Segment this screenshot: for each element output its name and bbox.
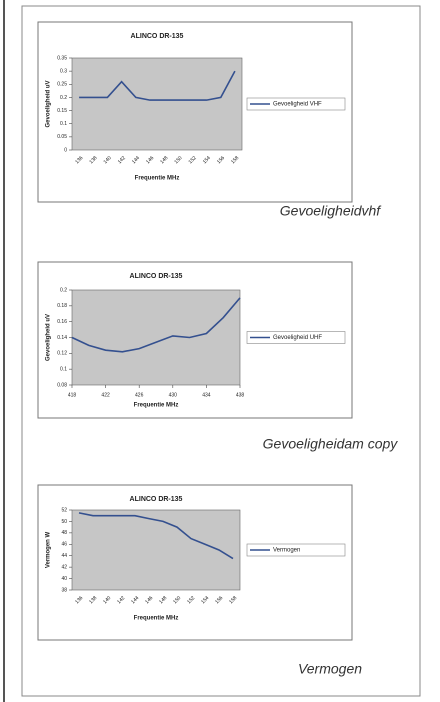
y-tick-label: 50 — [61, 519, 67, 525]
x-tick-label: 438 — [236, 392, 245, 398]
x-tick-label: 140 — [102, 595, 112, 605]
caption: Gevoeligheidvhf — [280, 203, 383, 219]
x-axis-label: Frequentie MHz — [134, 616, 179, 622]
x-tick-label: 142 — [117, 155, 127, 165]
x-tick-label: 150 — [172, 595, 182, 605]
y-tick-label: 0.35 — [57, 55, 67, 61]
y-tick-label: 0.25 — [57, 82, 67, 88]
y-tick-label: 0.16 — [57, 319, 67, 325]
x-tick-label: 140 — [103, 155, 113, 165]
chart-title: ALINCO DR-135 — [130, 273, 183, 280]
y-tick-label: 0.3 — [60, 68, 67, 74]
x-tick-label: 158 — [230, 155, 240, 165]
x-tick-label: 138 — [88, 155, 98, 165]
y-tick-label: 0.14 — [57, 335, 67, 341]
y-tick-label: 0.2 — [60, 95, 67, 101]
x-tick-label: 152 — [188, 155, 198, 165]
x-tick-label: 146 — [144, 595, 154, 605]
series-line — [78, 512, 234, 560]
plot-area — [71, 289, 241, 386]
caption: Vermogen — [298, 661, 362, 677]
y-tick-label: 0.15 — [57, 108, 67, 114]
legend-box — [246, 97, 346, 111]
legend-label: Gevoeligheid VHF — [273, 102, 322, 108]
y-tick-label: 0.1 — [60, 121, 67, 127]
x-tick-label: 136 — [74, 595, 84, 605]
y-tick-label: 52 — [61, 507, 67, 513]
legend-box — [246, 331, 346, 344]
y-tick-label: 0.12 — [57, 351, 67, 357]
series-line — [79, 70, 236, 101]
x-tick-label: 434 — [202, 392, 211, 398]
caption: Gevoeligheidam copy — [263, 436, 399, 452]
x-tick-label: 148 — [159, 155, 169, 165]
y-axis-label: Vermogen W — [46, 531, 52, 568]
y-tick-label: 44 — [61, 553, 67, 559]
frame — [21, 5, 421, 697]
x-tick-label: 142 — [116, 595, 126, 605]
legend-label: Gevoeligheid UHF — [273, 335, 322, 341]
x-tick-label: 156 — [216, 155, 226, 165]
x-axis-label: Frequentie MHz — [135, 176, 180, 182]
x-tick-label: 156 — [214, 595, 224, 605]
x-tick-label: 148 — [158, 595, 168, 605]
plot-area — [71, 57, 243, 151]
y-axis-label: Gevoeligheid uV — [46, 80, 52, 127]
x-tick-label: 152 — [186, 595, 196, 605]
legend-box — [246, 543, 346, 557]
y-tick-label: 46 — [61, 542, 67, 548]
y-tick-label: 0.05 — [57, 134, 67, 140]
y-tick-label: 40 — [61, 576, 67, 582]
chart-title: ALINCO DR-135 — [130, 496, 183, 503]
y-tick-label: 0.2 — [60, 287, 67, 293]
x-tick-label: 154 — [202, 155, 212, 165]
chart-title: ALINCO DR-135 — [131, 33, 184, 40]
x-tick-label: 150 — [173, 155, 183, 165]
x-tick-label: 136 — [74, 155, 84, 165]
x-tick-label: 422 — [101, 392, 110, 398]
y-tick-label: 0 — [64, 147, 67, 153]
x-tick-label: 144 — [130, 595, 140, 605]
y-tick-label: 0.1 — [60, 366, 67, 372]
series-line — [71, 297, 241, 353]
y-tick-label: 42 — [61, 564, 67, 570]
y-tick-label: 0.18 — [57, 303, 67, 309]
x-tick-label: 146 — [145, 155, 155, 165]
y-tick-label: 48 — [61, 530, 67, 536]
y-axis-label: Gevoeligheid uV — [46, 314, 52, 361]
x-tick-label: 418 — [68, 392, 77, 398]
x-tick-label: 430 — [169, 392, 178, 398]
x-tick-label: 154 — [200, 595, 210, 605]
y-tick-label: 0.08 — [57, 382, 67, 388]
x-tick-label: 144 — [131, 155, 141, 165]
y-tick-label: 38 — [61, 587, 67, 593]
x-tick-label: 138 — [88, 595, 98, 605]
legend-label: Vermogen — [273, 548, 300, 554]
x-axis-label: Frequentie MHz — [134, 403, 179, 409]
x-tick-label: 426 — [135, 392, 144, 398]
x-tick-label: 158 — [228, 595, 238, 605]
plot-area — [71, 509, 241, 591]
